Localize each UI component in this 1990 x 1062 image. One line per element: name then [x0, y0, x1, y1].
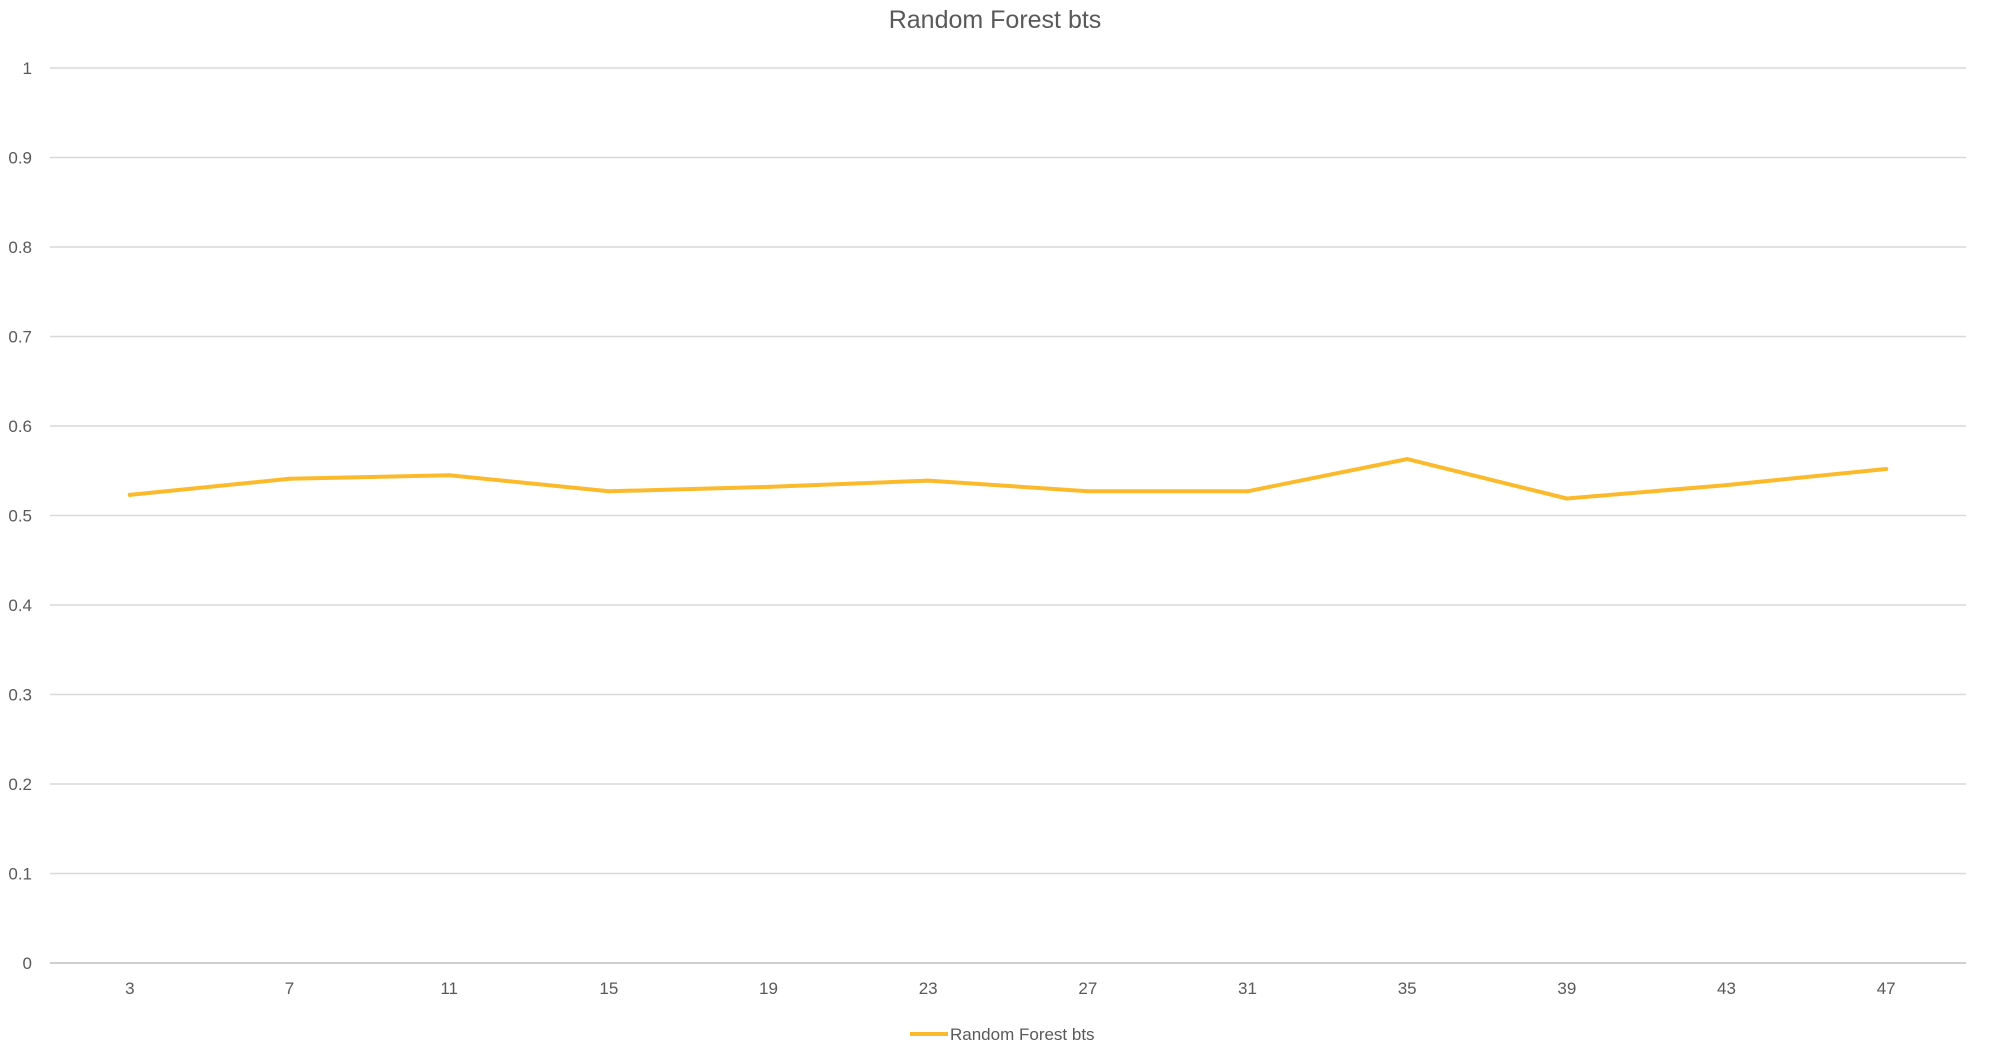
- x-tick-label: 39: [1557, 979, 1576, 998]
- data-point: [1724, 483, 1729, 488]
- x-tick-label: 35: [1398, 979, 1417, 998]
- x-tick-label: 19: [759, 979, 778, 998]
- y-tick-label: 0.1: [8, 865, 32, 884]
- x-tick-label: 15: [599, 979, 618, 998]
- legend: Random Forest bts: [910, 1025, 1095, 1044]
- x-tick-label: 3: [125, 979, 134, 998]
- y-tick-label: 0: [23, 954, 32, 973]
- x-tick-label: 27: [1078, 979, 1097, 998]
- x-tick-label: 31: [1238, 979, 1257, 998]
- data-point: [127, 492, 132, 497]
- series-layer: [127, 457, 1889, 501]
- x-axis-ticks: 3 7 11 15 19 23 27 31 35 39 43 47: [125, 979, 1896, 998]
- x-tick-label: 11: [440, 979, 458, 998]
- y-tick-label: 0.7: [8, 328, 32, 347]
- data-point: [447, 473, 452, 478]
- y-tick-label: 0.4: [8, 596, 32, 615]
- data-point: [1564, 496, 1569, 501]
- data-point: [926, 478, 931, 483]
- x-tick-label: 23: [919, 979, 938, 998]
- y-tick-label: 0.8: [8, 238, 32, 257]
- y-axis-ticks: 0 0.1 0.2 0.3 0.4 0.5 0.6 0.7 0.8 0.9 1: [8, 59, 32, 973]
- y-tick-label: 0.9: [8, 149, 32, 168]
- y-tick-label: 0.3: [8, 686, 32, 705]
- data-point: [1085, 489, 1090, 494]
- x-tick-label: 7: [285, 979, 294, 998]
- x-tick-label: 47: [1877, 979, 1896, 998]
- y-tick-label: 0.5: [8, 507, 32, 526]
- data-point: [287, 476, 292, 481]
- data-point: [1884, 466, 1889, 471]
- data-point: [1405, 457, 1410, 462]
- data-point: [606, 489, 611, 494]
- legend-label: Random Forest bts: [950, 1025, 1095, 1044]
- data-point: [766, 484, 771, 489]
- data-point: [1245, 489, 1250, 494]
- y-tick-label: 0.6: [8, 417, 32, 436]
- x-tick-label: 43: [1717, 979, 1736, 998]
- y-tick-label: 1: [23, 59, 32, 78]
- gridlines: [50, 67, 1966, 964]
- y-tick-label: 0.2: [8, 775, 32, 794]
- chart-title: Random Forest bts: [888, 6, 1102, 34]
- series-line: [127, 457, 1889, 501]
